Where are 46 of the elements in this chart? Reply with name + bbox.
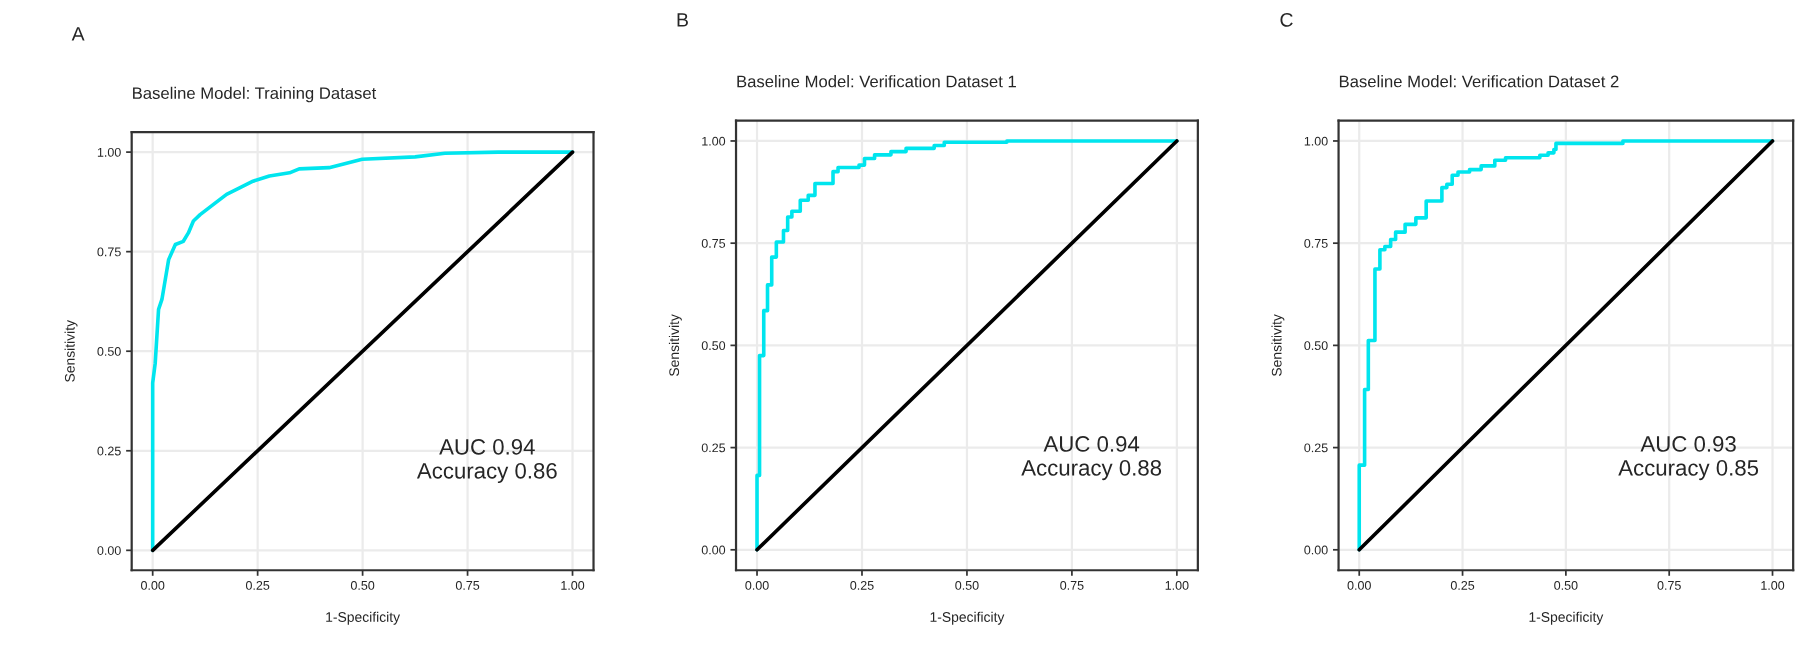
x-tick-label: 0.75 <box>1060 580 1084 590</box>
y-tick-label: 0.00 <box>701 545 726 555</box>
annotation: AUC 0.93 Accuracy 0.85 <box>1618 436 1759 481</box>
x-tick-label: 0.00 <box>141 580 165 590</box>
x-tick-label: 0.50 <box>955 580 979 590</box>
x-axis-title: 1-Specificity <box>1529 611 1604 625</box>
chart-title: Baseline Model: Training Dataset <box>133 86 377 103</box>
x-tick-label: 0.75 <box>455 580 480 590</box>
x-axis-title: 1-Specificity <box>326 611 401 625</box>
y-tick-label: 0.50 <box>701 341 726 351</box>
y-axis-title: Sensitivity <box>64 319 78 382</box>
y-tick-label: 0.75 <box>1304 238 1328 248</box>
x-tick-label: 0.25 <box>245 580 270 590</box>
text: C <box>1280 12 1293 27</box>
chart-title: Baseline Model: Verification Dataset 1 <box>737 75 1016 88</box>
x-axis-title: 1-Specificity <box>930 611 1005 625</box>
chart-title: Baseline Model: Verification Dataset 2 <box>1339 75 1619 88</box>
x-tick-label: 1.00 <box>1165 580 1189 590</box>
x-tick-label: 0.75 <box>1657 580 1681 590</box>
annotation: AUC 0.94 Accuracy 0.86 <box>416 438 557 484</box>
y-tick-label: 0.50 <box>97 347 121 356</box>
y-axis-title: Sensitivity <box>668 314 682 377</box>
y-tick-label: 1.00 <box>702 136 726 146</box>
x-tick-label: 0.00 <box>1347 580 1371 590</box>
y-axis-title: Sensitivity <box>1271 314 1285 377</box>
x-tick-label: 1.00 <box>561 580 585 590</box>
y-tick-label: 0.00 <box>97 546 121 555</box>
y-tick-label: 0.25 <box>97 446 121 456</box>
x-tick-label: 1.00 <box>1761 580 1785 590</box>
x-tick-label: 0.25 <box>850 580 874 590</box>
y-tick-label: 1.00 <box>1304 136 1328 146</box>
y-tick-label: 0.25 <box>701 443 726 453</box>
line-series <box>150 150 575 553</box>
text: A <box>71 27 85 41</box>
text: B <box>677 13 688 27</box>
y-tick-label: 0.50 <box>1304 341 1328 351</box>
y-tick-label: 1.00 <box>97 147 121 157</box>
annotation: AUC 0.94 Accuracy 0.88 <box>1021 436 1162 481</box>
x-tick-label: 0.25 <box>1450 580 1475 590</box>
x-tick-label: 0.00 <box>745 580 769 590</box>
y-tick-label: 0.75 <box>701 238 726 248</box>
x-tick-label: 0.50 <box>1554 580 1578 590</box>
y-tick-label: 0.00 <box>1304 545 1328 555</box>
y-tick-label: 0.25 <box>1304 443 1328 453</box>
x-tick-label: 0.50 <box>350 580 375 590</box>
y-tick-label: 0.75 <box>97 247 121 257</box>
